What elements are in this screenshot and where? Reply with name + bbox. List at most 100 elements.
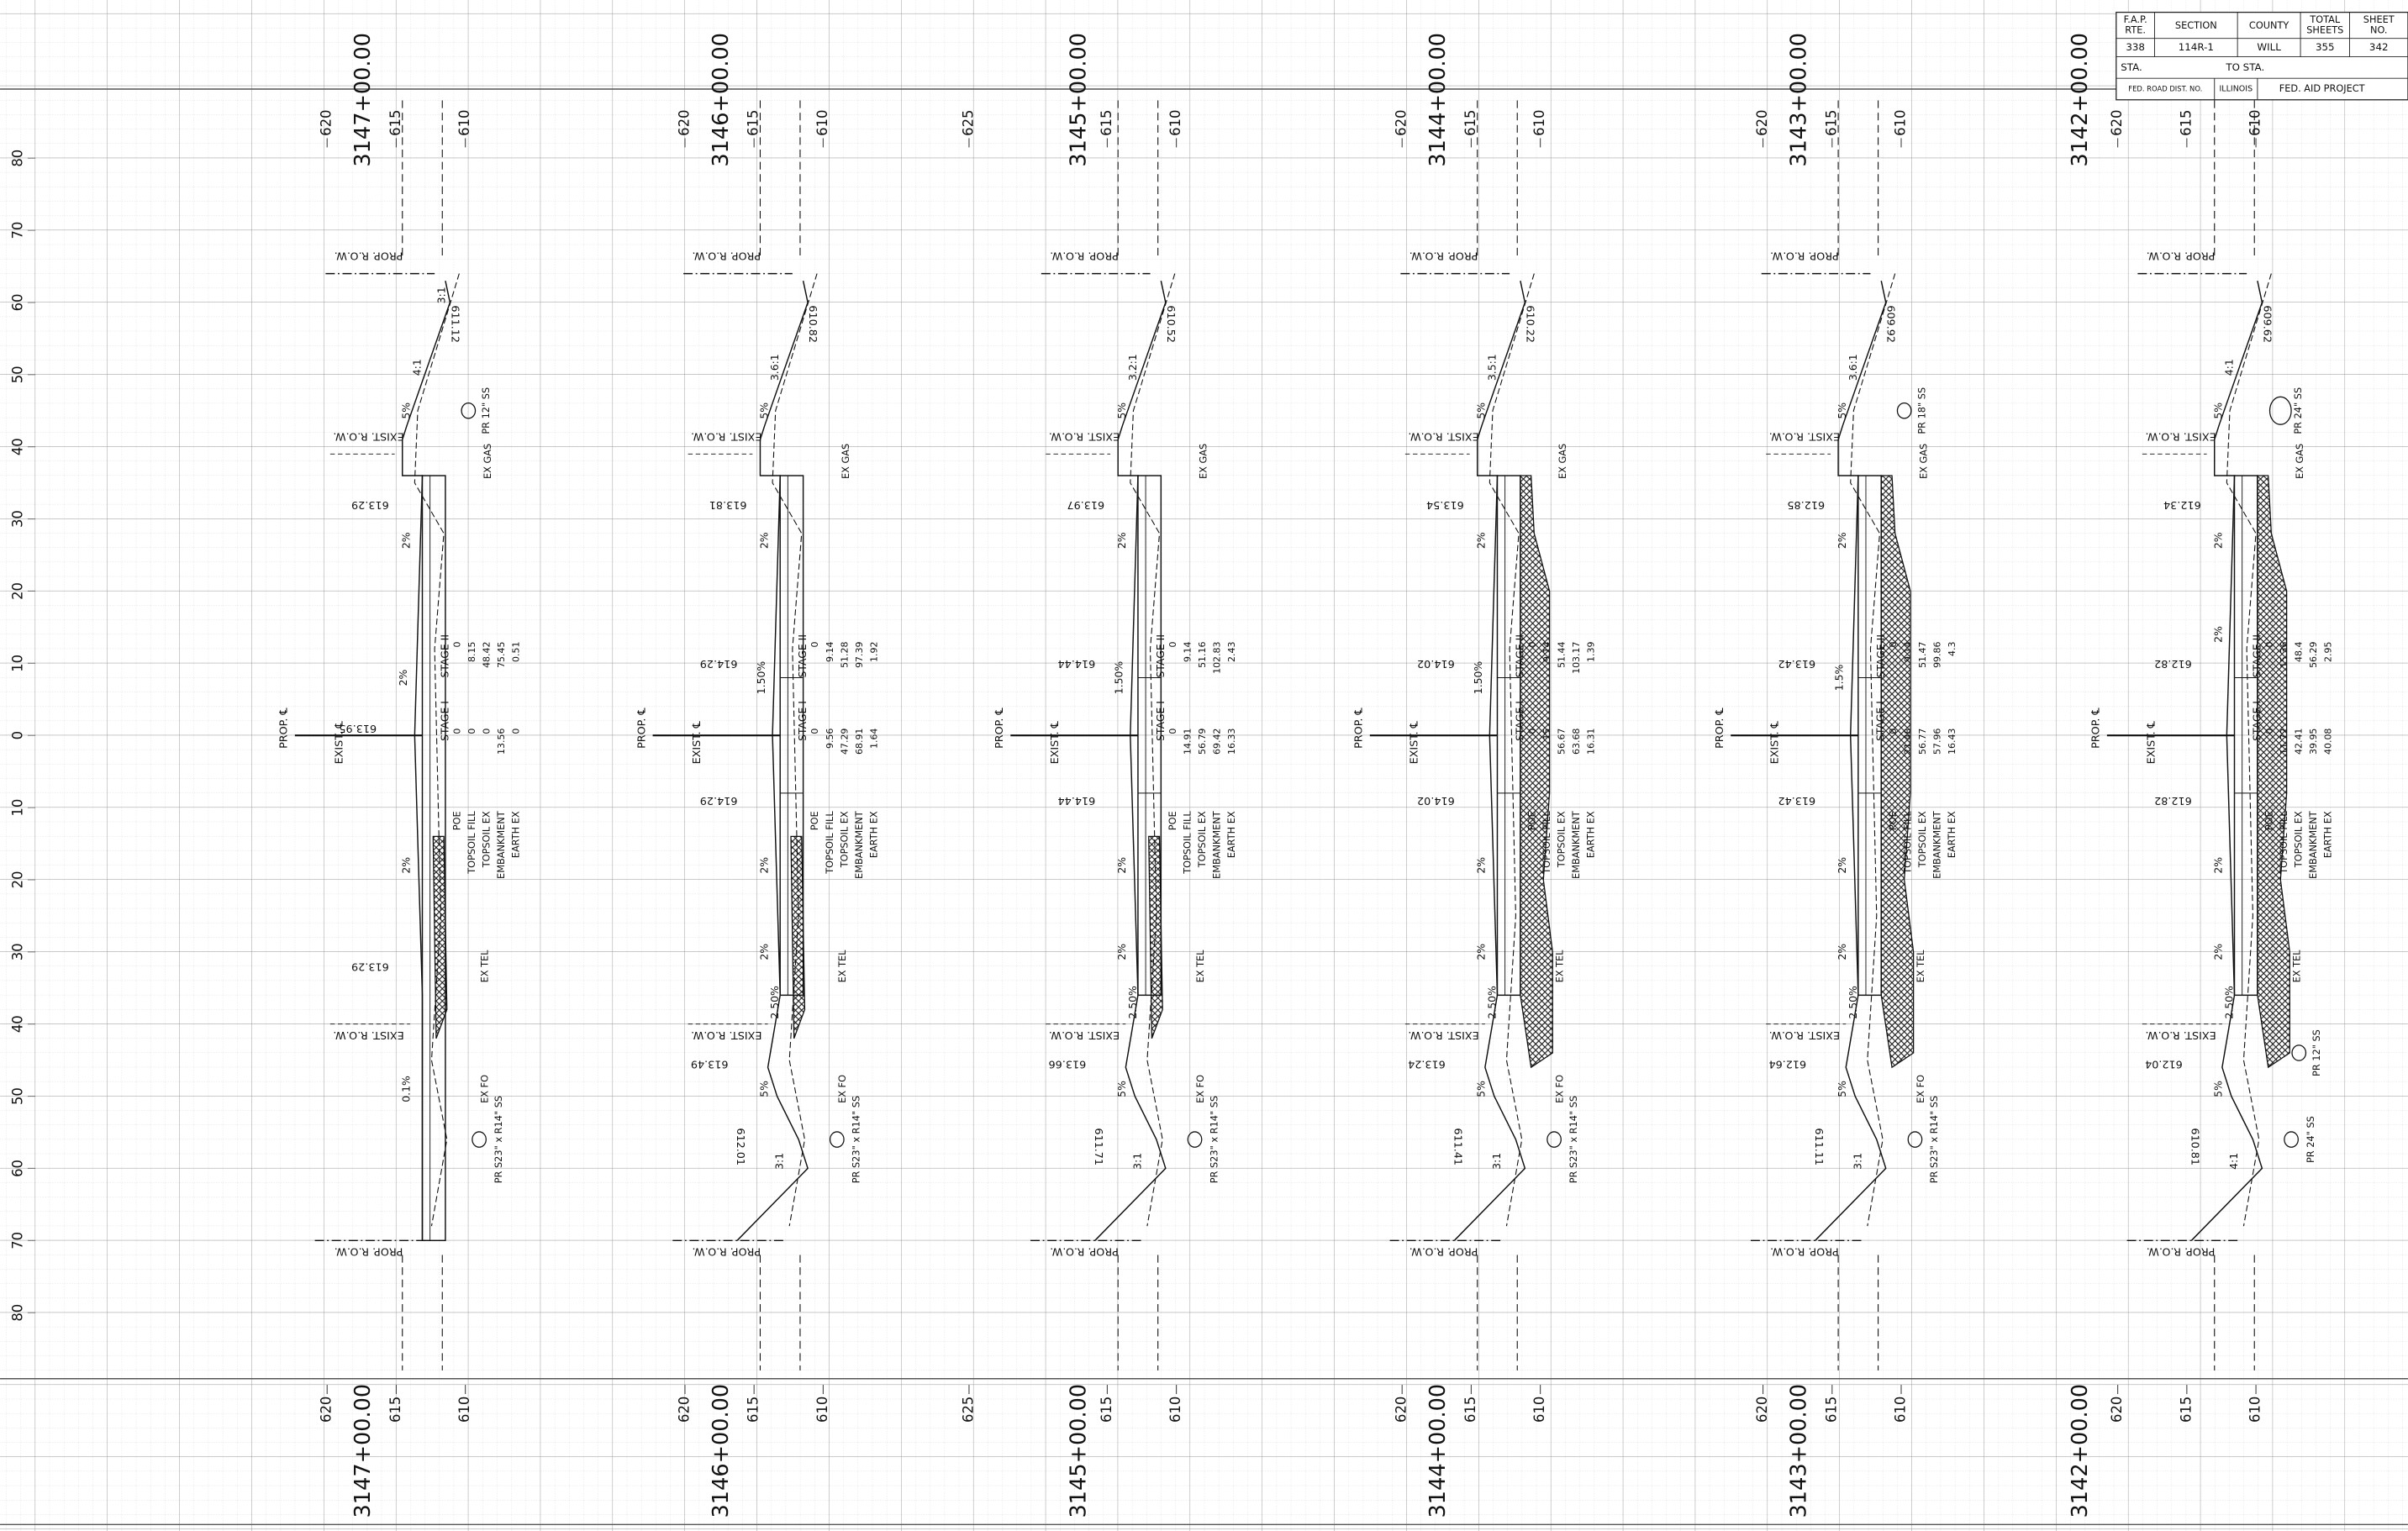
elevation-tick-label: 610	[814, 1397, 830, 1423]
offset-label: 60	[9, 293, 25, 311]
slope-label: 5%	[2212, 402, 2225, 419]
quantity-label: EMBANKMENT	[2307, 811, 2319, 879]
stage-label: STAGE I	[796, 701, 809, 741]
utility-pipe	[2268, 396, 2292, 425]
elevation-tick-label: 625	[960, 1397, 976, 1423]
offset-label: 0	[9, 731, 25, 739]
slope-label: 2%	[1475, 857, 1488, 874]
slope-label: 1.50%	[1113, 661, 1125, 695]
quantity-value: 11.72	[2279, 729, 2289, 755]
offset-label: 50	[9, 366, 25, 383]
title-header: TOTAL	[2309, 13, 2341, 25]
quantity-value: 102.83	[1212, 642, 1223, 674]
utility-pipe	[2291, 1044, 2307, 1061]
slope-label: 5%	[1115, 1081, 1128, 1097]
pavement	[1137, 475, 1162, 997]
offset-label: 70	[9, 1232, 25, 1250]
quantity-value: 9.14	[1182, 642, 1193, 662]
utility-label: PR S23" x R14" SS	[1568, 1096, 1579, 1183]
elevation-label: 613.29	[351, 498, 389, 511]
station-note: EXIST. R.O.W.	[691, 429, 761, 442]
quantity-value: 68.91	[854, 729, 865, 755]
quantity-value: 4.3	[1947, 642, 1957, 656]
slope-label: 5%	[1115, 402, 1128, 419]
existing-ground	[772, 273, 818, 1227]
slope-label: 5%	[400, 402, 413, 419]
slope-label: 2.50%	[2223, 986, 2236, 1019]
quantity-value: 0	[452, 729, 463, 734]
station-note: EXIST. ℄	[691, 721, 703, 764]
station-note: PROP. R.O.W.	[1050, 1245, 1119, 1258]
elevation-tick-label: 615	[1462, 109, 1478, 135]
station-label: 3142+00.00	[2068, 1384, 2093, 1518]
proposed-surface	[2190, 281, 2263, 1241]
quantity-value: 0.51	[511, 642, 522, 662]
slope-label: 3:1	[1490, 1153, 1503, 1170]
quantity-value: 56.79	[1197, 729, 1208, 755]
station-note: EXIST. ℄	[1769, 721, 1782, 764]
utility-label: EX TEL	[1553, 950, 1565, 983]
title-fed-road: FED. ROAD DIST. NO.	[2128, 84, 2202, 92]
elevation-label: 614.44	[1058, 657, 1096, 670]
slope-label: 3.6:1	[1847, 354, 1859, 381]
station-note: EXIST. R.O.W.	[1408, 1029, 1478, 1041]
quantity-value: 9.14	[825, 642, 835, 662]
quantity-value: 51.47	[1917, 642, 1928, 668]
quantity-value: 16.43	[1947, 729, 1957, 755]
quantity-label: TOPSOIL EX	[2293, 811, 2305, 868]
slope-label: 4:1	[2223, 359, 2236, 376]
slope-label: 1.50%	[1472, 661, 1484, 695]
utility-label: EX TEL	[2290, 950, 2302, 983]
existing-ground	[414, 273, 460, 1227]
elevation-label: 612.82	[2154, 657, 2192, 670]
elevation-label: 613.49	[691, 1057, 729, 1070]
quantity-value: 51.44	[1557, 642, 1568, 668]
quantity-label: EMBANKMENT	[495, 811, 507, 879]
stage-label: STAGE I	[438, 701, 451, 741]
slope-label: 0.1%	[400, 1076, 413, 1102]
utility-label: EX FO	[1194, 1075, 1206, 1103]
elevation-label: 613.95	[339, 722, 377, 734]
utility-label: EX FO	[478, 1075, 490, 1103]
quantity-label: EARTH EX	[2322, 811, 2334, 858]
stage-label: STAGE II	[438, 634, 451, 677]
station-note: EXIST. R.O.W.	[333, 429, 403, 442]
slope-label: 2.50%	[1847, 986, 1859, 1019]
offset-label: 30	[9, 510, 25, 528]
elevation-tick-label: 610	[1893, 1397, 1909, 1423]
quantity-label: TOPSOIL FILL	[824, 811, 835, 875]
offset-label: 30	[9, 943, 25, 960]
stage-label: STAGE II	[1874, 634, 1887, 677]
slope-label: 4:1	[411, 359, 424, 376]
title-header: SECTION	[2175, 19, 2217, 31]
slope-label: 1.50%	[755, 661, 767, 695]
utility-label: PR S23" x R14" SS	[493, 1096, 504, 1183]
pavement	[779, 475, 804, 997]
elevation-tick-label: 615	[1823, 1397, 1839, 1423]
elevation-label: 610.52	[1164, 305, 1177, 343]
station-note: PROP. ℄	[1714, 708, 1726, 749]
quantity-value: 14.91	[1182, 729, 1193, 755]
earthwork-hatch	[2257, 475, 2290, 1069]
elevation-tick-label: 615	[746, 1397, 761, 1423]
station-note: EXIST. ℄	[333, 721, 345, 764]
elevation-label: 612.82	[2154, 794, 2192, 807]
station-note: PROP. ℄	[1353, 708, 1366, 749]
offset-label: 10	[9, 799, 25, 817]
elevation-tick-label: 620	[676, 109, 692, 135]
utility-pipe	[2284, 1131, 2299, 1148]
quantity-value: 99.86	[1931, 642, 1942, 668]
station-label: 3142+00.00	[2068, 33, 2093, 167]
utility-pipe	[461, 402, 477, 419]
title-sta: STA.	[2121, 61, 2142, 73]
slope-label: 3.6:1	[768, 354, 781, 381]
elevation-tick-label: 620	[1394, 109, 1409, 135]
utility-label: EX GAS	[2294, 444, 2305, 479]
station-note: PROP. R.O.W.	[2147, 250, 2216, 262]
title-header: SHEETS	[2306, 24, 2343, 36]
station-note: PROP. R.O.W.	[1409, 250, 1478, 262]
quantity-value: 69.42	[1212, 729, 1223, 755]
elevation-label: 612.85	[1787, 498, 1825, 511]
quantity-value: 9.56	[825, 729, 835, 749]
elevation-tick-label: 615	[2178, 109, 2194, 135]
